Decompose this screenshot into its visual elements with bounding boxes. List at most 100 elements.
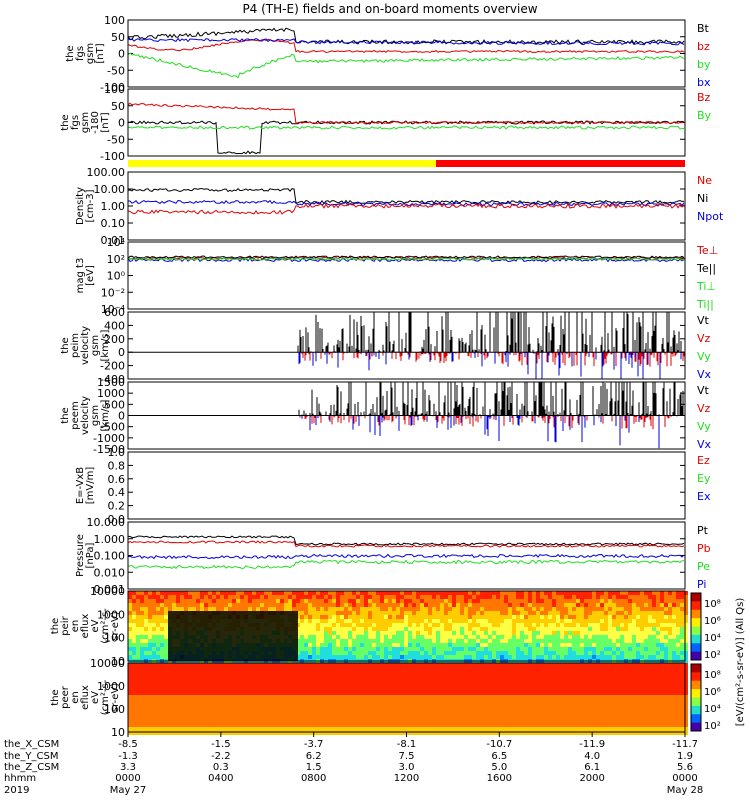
- spec-cell: [372, 699, 376, 703]
- spec-cell: [312, 711, 316, 715]
- spec-cell: [348, 643, 352, 647]
- spec-cell: [260, 695, 264, 699]
- spec-cell: [148, 723, 152, 727]
- spec-cell: [372, 671, 376, 675]
- spec-cell: [260, 595, 264, 599]
- spec-cell: [564, 711, 568, 715]
- spec-cell: [484, 615, 488, 619]
- spec-cell: [136, 699, 140, 703]
- spec-cell: [308, 719, 312, 723]
- spec-cell: [376, 607, 380, 611]
- spec-cell: [236, 603, 240, 607]
- spec-cell: [300, 635, 304, 639]
- spec-cell: [420, 715, 424, 719]
- spec-cell: [608, 731, 612, 735]
- spec-cell: [136, 707, 140, 711]
- spec-cell: [248, 603, 252, 607]
- series-pb: [127, 540, 685, 548]
- spec-cell: [300, 715, 304, 719]
- spec-cell: [400, 647, 404, 651]
- spec-cell: [464, 619, 468, 623]
- spec-cell: [584, 679, 588, 683]
- spec-cell: [392, 619, 396, 623]
- spec-cell: [516, 591, 520, 595]
- spec-cell: [612, 707, 616, 711]
- spec-cell: [652, 647, 656, 651]
- spec-cell: [564, 703, 568, 707]
- spec-cell: [424, 671, 428, 675]
- spec-cell: [524, 643, 528, 647]
- spec-cell: [432, 691, 436, 695]
- spec-cell: [260, 599, 264, 603]
- spec-cell: [348, 671, 352, 675]
- spec-cell: [240, 683, 244, 687]
- spec-cell: [484, 675, 488, 679]
- spec-cell: [652, 595, 656, 599]
- spec-cell: [544, 711, 548, 715]
- spec-cell: [516, 639, 520, 643]
- spec-cell: [316, 651, 320, 655]
- spec-cell: [156, 683, 160, 687]
- spec-cell: [552, 627, 556, 631]
- spec-cell: [336, 631, 340, 635]
- spec-cell: [180, 703, 184, 707]
- spec-cell: [612, 655, 616, 659]
- spec-cell: [384, 731, 388, 735]
- spec-cell: [296, 727, 300, 731]
- spec-cell: [580, 679, 584, 683]
- spec-cell: [500, 675, 504, 679]
- spec-cell: [272, 723, 276, 727]
- spec-cell: [376, 683, 380, 687]
- spec-cell: [364, 647, 368, 651]
- spec-cell: [552, 699, 556, 703]
- spec-cell: [480, 647, 484, 651]
- spec-cell: [584, 691, 588, 695]
- spec-cell: [208, 667, 212, 671]
- spec-cell: [388, 619, 392, 623]
- spec-cell: [264, 675, 268, 679]
- spec-cell: [548, 695, 552, 699]
- spec-cell: [628, 607, 632, 611]
- spec-cell: [372, 667, 376, 671]
- spec-cell: [240, 667, 244, 671]
- spec-cell: [200, 695, 204, 699]
- spec-cell: [528, 731, 532, 735]
- spec-cell: [448, 635, 452, 639]
- spec-cell: [340, 731, 344, 735]
- spec-cell: [584, 675, 588, 679]
- spec-cell: [548, 647, 552, 651]
- spec-cell: [476, 643, 480, 647]
- spec-cell: [364, 595, 368, 599]
- spec-cell: [164, 707, 168, 711]
- spec-cell: [160, 655, 164, 659]
- spec-cell: [228, 727, 232, 731]
- spec-cell: [432, 727, 436, 731]
- spec-cell: [388, 691, 392, 695]
- spec-cell: [440, 703, 444, 707]
- spec-cell: [440, 727, 444, 731]
- spec-cell: [588, 623, 592, 627]
- spec-cell: [316, 607, 320, 611]
- spec-cell: [452, 691, 456, 695]
- spec-cell: [576, 631, 580, 635]
- spec-cell: [564, 607, 568, 611]
- spec-cell: [452, 703, 456, 707]
- spec-cell: [604, 611, 608, 615]
- spec-cell: [548, 595, 552, 599]
- spec-cell: [280, 695, 284, 699]
- spec-cell: [376, 691, 380, 695]
- spec-cell: [372, 627, 376, 631]
- spec-cell: [384, 635, 388, 639]
- spec-cell: [528, 643, 532, 647]
- spec-cell: [568, 667, 572, 671]
- spec-cell: [328, 699, 332, 703]
- spec-cell: [180, 731, 184, 735]
- spec-cell: [344, 619, 348, 623]
- spec-cell: [136, 671, 140, 675]
- spec-cell: [404, 691, 408, 695]
- spec-cell: [448, 639, 452, 643]
- spec-cell: [240, 607, 244, 611]
- spec-cell: [320, 731, 324, 735]
- spec-cell: [412, 635, 416, 639]
- spec-cell: [468, 671, 472, 675]
